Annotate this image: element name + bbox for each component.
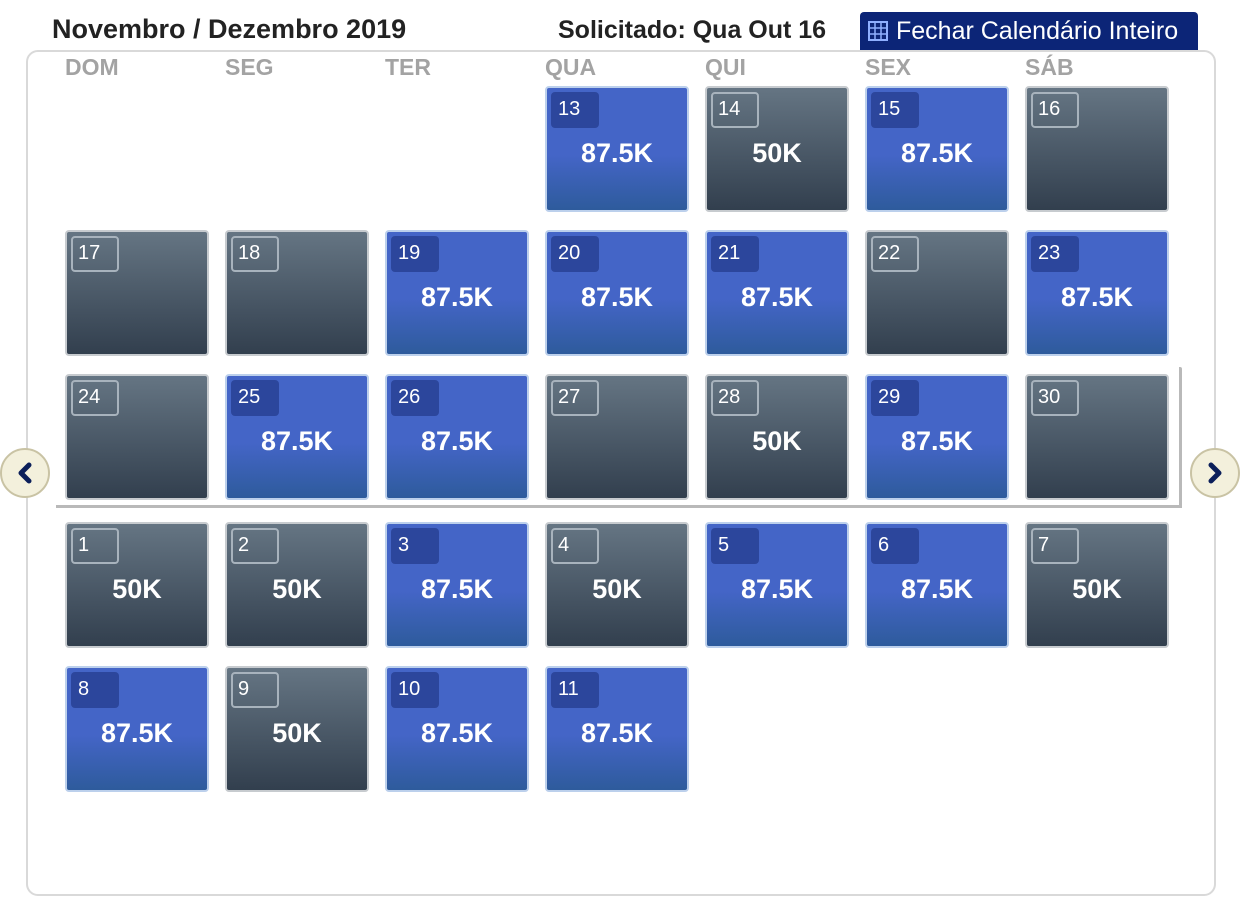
day-cell[interactable]: 17 (65, 230, 209, 356)
day-price: 50K (752, 138, 802, 168)
day-price: 50K (1072, 574, 1122, 604)
day-cell[interactable]: 9 50K (225, 666, 369, 792)
close-calendar-label: Fechar Calendário Inteiro (896, 16, 1179, 45)
day-number: 20 (551, 236, 599, 272)
day-cell[interactable]: 22 (865, 230, 1009, 356)
month-title: Novembro / Dezembro 2019 (52, 14, 407, 44)
day-price: 87.5K (420, 718, 494, 748)
day-cell[interactable]: 2 50K (225, 522, 369, 648)
day-number: 13 (551, 92, 599, 128)
day-price: 87.5K (900, 574, 974, 604)
day-cell[interactable]: 25 87.5K (225, 374, 369, 500)
weekday-label: SEX (865, 54, 912, 80)
day-cell[interactable]: 11 87.5K (545, 666, 689, 792)
requested-date: Solicitado: Qua Out 16 (558, 16, 827, 44)
day-cell[interactable]: 15 87.5K (865, 86, 1009, 212)
day-cell[interactable]: 1 50K (65, 522, 209, 648)
day-price: 50K (592, 574, 642, 604)
day-price: 87.5K (1060, 282, 1134, 312)
day-number: 5 (711, 528, 759, 564)
day-number: 9 (231, 672, 279, 708)
day-number: 1 (71, 528, 119, 564)
grid-icon (868, 21, 888, 41)
day-cell[interactable]: 10 87.5K (385, 666, 529, 792)
day-cell[interactable]: 28 50K (705, 374, 849, 500)
day-cell[interactable]: 5 87.5K (705, 522, 849, 648)
day-cell[interactable]: 13 87.5K (545, 86, 689, 212)
day-price: 50K (752, 426, 802, 456)
weekday-label: QUI (705, 54, 746, 80)
day-cell[interactable]: 14 50K (705, 86, 849, 212)
day-number: 19 (391, 236, 439, 272)
day-number: 14 (711, 92, 759, 128)
day-price: 87.5K (580, 282, 654, 312)
day-number: 27 (551, 380, 599, 416)
day-cell[interactable]: 4 50K (545, 522, 689, 648)
day-cell[interactable]: 18 (225, 230, 369, 356)
day-number: 23 (1031, 236, 1079, 272)
day-cell[interactable]: 3 87.5K (385, 522, 529, 648)
day-number: 11 (551, 672, 599, 708)
day-number: 4 (551, 528, 599, 564)
chevron-left-icon (18, 462, 32, 484)
day-price: 50K (272, 574, 322, 604)
day-number: 8 (71, 672, 119, 708)
day-cell[interactable]: 16 (1025, 86, 1169, 212)
day-cell[interactable]: 30 (1025, 374, 1169, 500)
day-price: 87.5K (260, 426, 334, 456)
day-number: 28 (711, 380, 759, 416)
day-cell[interactable]: 26 87.5K (385, 374, 529, 500)
day-number: 25 (231, 380, 279, 416)
selected-week-outline (56, 367, 1182, 508)
prev-month-button[interactable] (0, 448, 50, 498)
day-number: 30 (1031, 380, 1079, 416)
day-number: 16 (1031, 92, 1079, 128)
day-cell[interactable]: 23 87.5K (1025, 230, 1169, 356)
day-cell[interactable]: 20 87.5K (545, 230, 689, 356)
day-number: 10 (391, 672, 439, 708)
day-price: 87.5K (420, 282, 494, 312)
day-cell[interactable]: 19 87.5K (385, 230, 529, 356)
day-cell[interactable]: 7 50K (1025, 522, 1169, 648)
day-number: 17 (71, 236, 119, 272)
day-price: 87.5K (580, 138, 654, 168)
day-price: 87.5K (900, 426, 974, 456)
day-number: 3 (391, 528, 439, 564)
close-calendar-button[interactable]: Fechar Calendário Inteiro (860, 12, 1198, 50)
day-price: 87.5K (420, 426, 494, 456)
day-cell[interactable]: 29 87.5K (865, 374, 1009, 500)
day-cell[interactable]: 27 (545, 374, 689, 500)
day-price: 87.5K (740, 574, 814, 604)
weekday-label: QUA (545, 54, 597, 80)
day-number: 21 (711, 236, 759, 272)
chevron-right-icon (1208, 462, 1222, 484)
weekday-label: DOM (65, 54, 119, 80)
day-number: 6 (871, 528, 919, 564)
next-month-button[interactable] (1190, 448, 1240, 498)
day-price: 87.5K (420, 574, 494, 604)
day-number: 15 (871, 92, 919, 128)
day-number: 29 (871, 380, 919, 416)
day-cell[interactable]: 6 87.5K (865, 522, 1009, 648)
weekday-label: SÁB (1025, 54, 1074, 80)
weekday-label: TER (385, 54, 431, 80)
day-number: 26 (391, 380, 439, 416)
day-number: 22 (871, 236, 919, 272)
day-number: 2 (231, 528, 279, 564)
day-cell[interactable]: 21 87.5K (705, 230, 849, 356)
weekday-label: SEG (225, 54, 274, 80)
day-cell[interactable]: 24 (65, 374, 209, 500)
day-price: 87.5K (900, 138, 974, 168)
day-number: 24 (71, 380, 119, 416)
day-number: 18 (231, 236, 279, 272)
day-price: 50K (112, 574, 162, 604)
day-price: 50K (272, 718, 322, 748)
day-cell[interactable]: 8 87.5K (65, 666, 209, 792)
day-number: 7 (1031, 528, 1079, 564)
day-price: 87.5K (100, 718, 174, 748)
day-price: 87.5K (580, 718, 654, 748)
day-price: 87.5K (740, 282, 814, 312)
